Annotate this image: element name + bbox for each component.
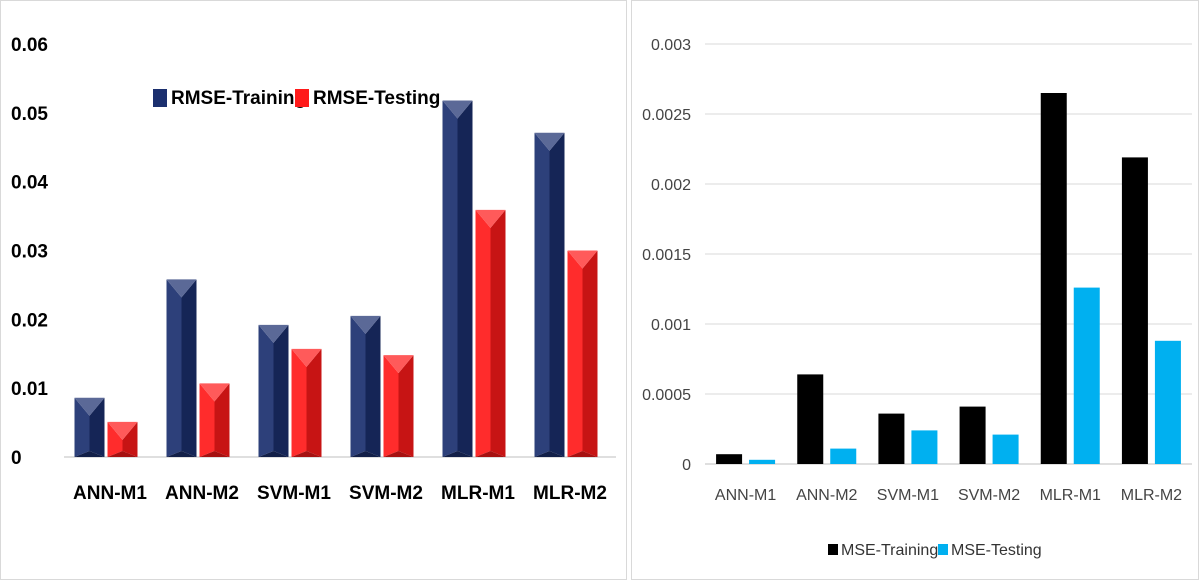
- x-category-label: SVM-M2: [958, 487, 1020, 504]
- bar-mse-training-mlr-m1: [1040, 93, 1067, 464]
- bar-mse-training-mlr-m2: [1121, 157, 1148, 464]
- x-category-label: ANN-M1: [73, 483, 147, 504]
- bar-mse-training-ann-m1: [716, 454, 743, 464]
- mse-chart-panel: 0 0.0005 0.001 0.0015 0.002 0.0025 0.003 ANN-M1…: [631, 0, 1199, 580]
- legend-swatch: [938, 544, 948, 555]
- bar-rmse-testing-ann-m2: [199, 383, 230, 457]
- bar-mse-testing-mlr-m2: [1154, 340, 1181, 464]
- bar-mse-testing-ann-m2: [830, 448, 857, 464]
- legend-label: MSE-Testing: [951, 542, 1042, 559]
- legend-swatch: [828, 544, 838, 555]
- x-category-label: ANN-M2: [165, 483, 239, 504]
- y-tick-label: 0.002: [651, 177, 691, 194]
- y-tick-label: 0.01: [11, 379, 48, 400]
- bar-mse-training-svm-m2: [959, 406, 986, 464]
- bar-mse-testing-mlr-m1: [1073, 287, 1100, 464]
- bar-rmse-testing-svm-m1: [291, 348, 322, 457]
- bar-rmse-training-svm-m2: [350, 315, 381, 457]
- bar-mse-testing-svm-m1: [911, 430, 938, 464]
- bar-mse-testing-svm-m2: [992, 434, 1019, 464]
- x-category-label: MLR-M1: [441, 483, 515, 504]
- bar-rmse-testing-svm-m2: [383, 355, 414, 457]
- bar-rmse-training-svm-m1: [258, 324, 289, 457]
- bar-rmse-testing-mlr-m2: [567, 250, 598, 457]
- x-category-label: ANN-M1: [715, 487, 776, 504]
- rmse-chart: 0 0.01 0.02 0.03 0.04 0.05 0.06 ANN-M1 ANN-M2 SVM…: [11, 35, 616, 504]
- bar-rmse-training-ann-m1: [74, 397, 105, 457]
- legend-label: RMSE-Testing: [313, 88, 440, 109]
- y-tick-label: 0: [682, 457, 691, 474]
- y-tick-label: 0.003: [651, 37, 691, 54]
- x-category-label: MLR-M2: [1121, 487, 1182, 504]
- x-category-label: ANN-M2: [796, 487, 857, 504]
- legend-label: RMSE-Training: [171, 88, 306, 109]
- legend-label: MSE-Training: [841, 542, 938, 559]
- y-tick-label: 0.02: [11, 310, 48, 331]
- y-tick-label: 0.001: [651, 317, 691, 334]
- mse-chart: 0 0.0005 0.001 0.0015 0.002 0.0025 0.003 ANN-M1…: [642, 37, 1192, 559]
- bar-rmse-training-mlr-m1: [442, 100, 473, 458]
- y-tick-label: 0.0015: [642, 247, 691, 264]
- bar-rmse-testing-ann-m1: [107, 421, 138, 457]
- legend-swatch: [295, 89, 309, 107]
- x-category-label: MLR-M1: [1040, 487, 1101, 504]
- y-tick-label: 0.03: [11, 242, 48, 263]
- y-tick-label: 0.0005: [642, 387, 691, 404]
- y-tick-label: 0.04: [11, 173, 48, 194]
- bar-mse-training-svm-m1: [878, 413, 905, 464]
- rmse-chart-panel: 0 0.01 0.02 0.03 0.04 0.05 0.06 ANN-M1 ANN-M2 SVM…: [0, 0, 627, 580]
- y-tick-label: 0.0025: [642, 107, 691, 124]
- x-category-label: SVM-M1: [877, 487, 939, 504]
- bar-rmse-training-ann-m2: [166, 279, 197, 457]
- bar-mse-training-ann-m2: [797, 374, 824, 464]
- y-tick-label: 0.05: [11, 104, 48, 125]
- bar-mse-testing-ann-m1: [749, 459, 776, 464]
- x-category-label: MLR-M2: [533, 483, 607, 504]
- y-tick-label: 0.06: [11, 35, 48, 56]
- bar-rmse-training-mlr-m2: [534, 132, 565, 458]
- x-category-label: SVM-M1: [257, 483, 331, 504]
- x-category-label: SVM-M2: [349, 483, 423, 504]
- y-tick-label: 0: [11, 448, 22, 469]
- bar-rmse-testing-mlr-m1: [475, 209, 506, 457]
- legend-swatch: [153, 89, 167, 107]
